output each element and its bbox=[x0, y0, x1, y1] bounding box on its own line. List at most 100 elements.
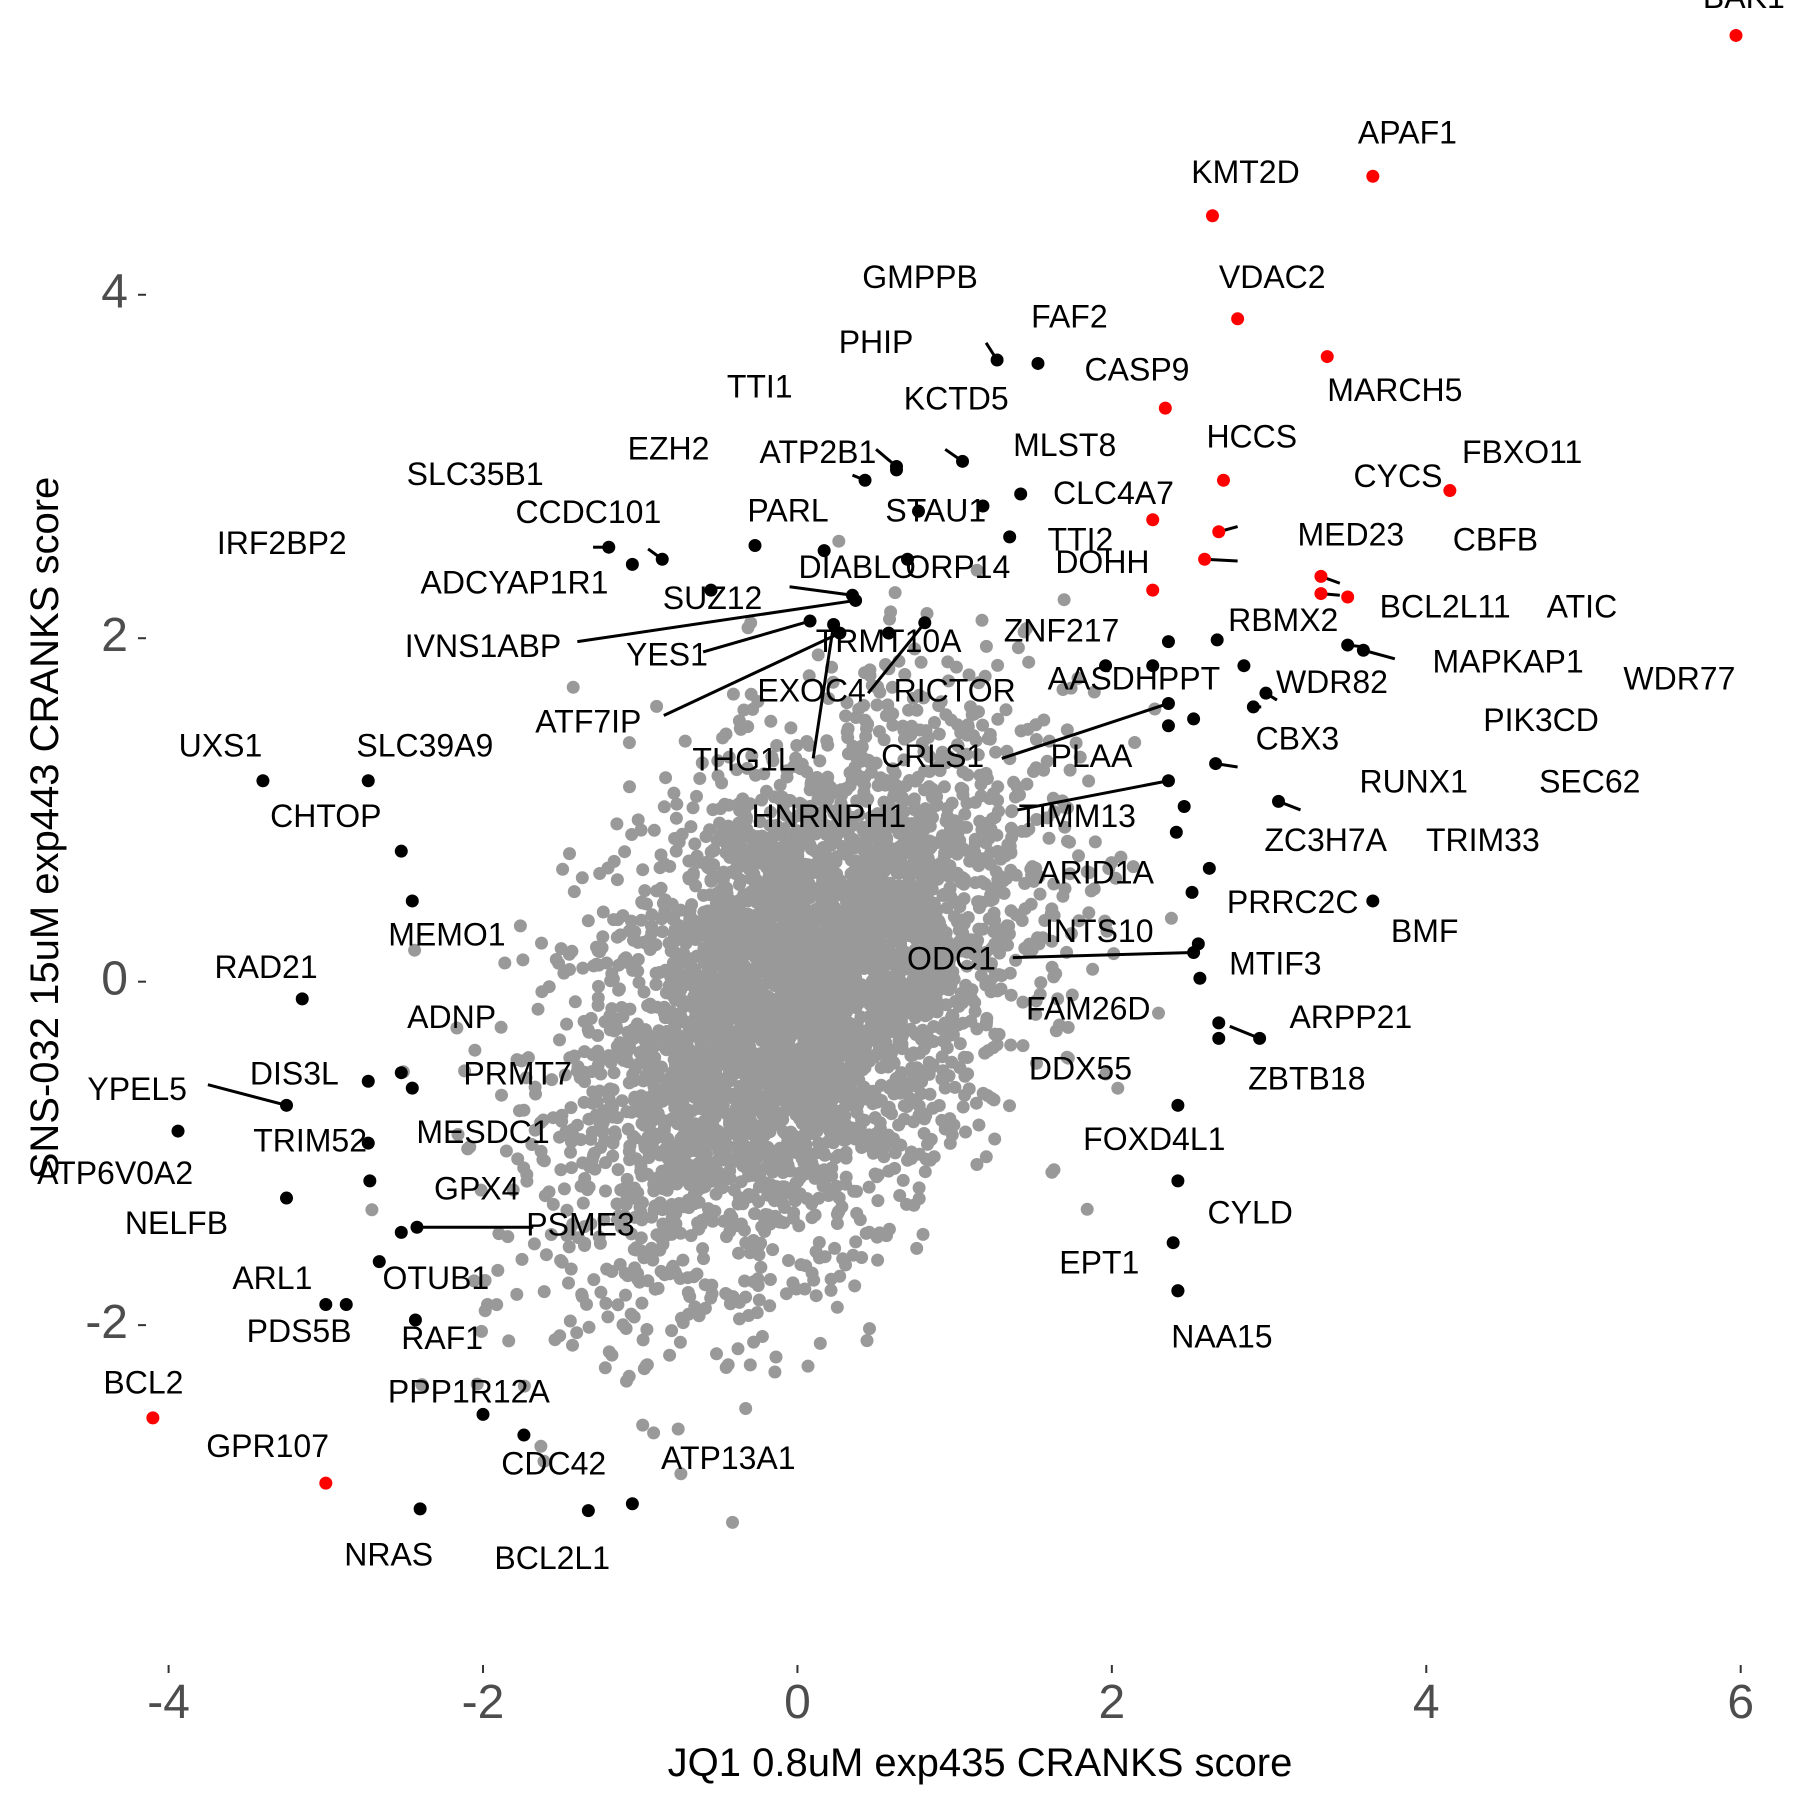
label-ezh2: EZH2 bbox=[628, 430, 710, 466]
background-point bbox=[898, 668, 912, 681]
background-point bbox=[686, 801, 700, 815]
label-ypel5: YPEL5 bbox=[87, 1071, 187, 1107]
background-point bbox=[726, 687, 740, 701]
background-point bbox=[560, 1017, 574, 1031]
point-ivns1abp bbox=[849, 593, 863, 607]
background-point bbox=[834, 1063, 848, 1077]
background-point bbox=[888, 1146, 902, 1160]
label-nelfb: NELFB bbox=[125, 1205, 228, 1241]
background-point bbox=[986, 812, 999, 826]
background-point bbox=[567, 885, 581, 899]
background-point bbox=[821, 1135, 835, 1148]
point-bak1 bbox=[1729, 28, 1743, 42]
background-point bbox=[968, 832, 982, 846]
x-tick-label: 2 bbox=[1099, 1676, 1126, 1729]
label-adcyap1r1: ADCYAP1R1 bbox=[421, 564, 609, 600]
point-gmppb bbox=[990, 353, 1004, 367]
background-point bbox=[991, 658, 1005, 672]
background-point bbox=[1109, 871, 1123, 885]
background-point bbox=[563, 847, 576, 861]
label-parl: PARL bbox=[747, 492, 828, 528]
background-point bbox=[570, 1118, 584, 1132]
background-point bbox=[724, 1108, 738, 1122]
background-point bbox=[788, 995, 802, 1009]
background-point bbox=[866, 1033, 880, 1047]
background-point bbox=[704, 873, 718, 887]
background-point bbox=[651, 1281, 665, 1295]
background-point bbox=[832, 534, 846, 548]
background-point bbox=[824, 1272, 838, 1286]
background-point bbox=[697, 1252, 710, 1266]
background-point bbox=[722, 750, 736, 764]
background-point bbox=[753, 915, 767, 929]
background-point bbox=[1002, 919, 1016, 933]
label-pds5b: PDS5B bbox=[247, 1313, 352, 1349]
point-irf2bp2 bbox=[602, 540, 616, 554]
background-point bbox=[710, 1347, 723, 1361]
background-point bbox=[692, 1309, 706, 1323]
background-point bbox=[668, 1057, 682, 1071]
label-cdc42: CDC42 bbox=[501, 1445, 606, 1481]
background-point bbox=[813, 754, 827, 768]
background-point bbox=[671, 970, 684, 984]
label-cbx3: CBX3 bbox=[1256, 721, 1340, 757]
background-point bbox=[871, 902, 885, 916]
point-rad21 bbox=[295, 992, 309, 1006]
background-point bbox=[544, 1228, 558, 1241]
background-point bbox=[968, 1005, 982, 1018]
background-point bbox=[721, 819, 735, 833]
background-point bbox=[918, 783, 931, 797]
background-point bbox=[516, 953, 530, 967]
background-point bbox=[896, 1173, 910, 1187]
background-point bbox=[805, 1266, 819, 1280]
background-point bbox=[594, 1285, 608, 1299]
background-point bbox=[725, 944, 739, 958]
background-point bbox=[669, 811, 683, 825]
background-point bbox=[779, 1287, 793, 1301]
background-point bbox=[978, 877, 992, 891]
background-point bbox=[810, 882, 824, 895]
label-diablo: DIABLO bbox=[798, 549, 915, 585]
background-point bbox=[687, 1270, 701, 1284]
background-point bbox=[620, 1105, 634, 1119]
background-point bbox=[555, 1255, 569, 1269]
label-mtif3: MTIF3 bbox=[1229, 946, 1321, 982]
background-point bbox=[905, 847, 919, 861]
background-point bbox=[787, 1050, 801, 1064]
background-point bbox=[848, 1279, 862, 1293]
background-point bbox=[475, 1324, 488, 1338]
background-point bbox=[520, 1174, 534, 1188]
point-kmt2d bbox=[1205, 209, 1219, 223]
background-point bbox=[865, 1017, 878, 1031]
background-point bbox=[886, 718, 900, 732]
point-uxs1 bbox=[256, 774, 270, 788]
background-point bbox=[539, 1248, 553, 1262]
background-point bbox=[763, 818, 777, 832]
background-point bbox=[784, 947, 797, 961]
background-point bbox=[892, 1039, 906, 1053]
background-point bbox=[537, 1285, 551, 1299]
background-point bbox=[907, 1115, 920, 1129]
background-point bbox=[653, 1148, 667, 1162]
background-point bbox=[959, 1125, 972, 1139]
background-point bbox=[716, 1181, 730, 1195]
background-point bbox=[1060, 723, 1074, 737]
background-point bbox=[606, 1149, 620, 1163]
label-memo1: MEMO1 bbox=[388, 916, 505, 952]
background-point bbox=[979, 1150, 993, 1164]
point-naa15 bbox=[1171, 1284, 1185, 1298]
background-point bbox=[873, 1116, 887, 1130]
background-point bbox=[566, 680, 580, 694]
point-cbx3 bbox=[1187, 712, 1201, 726]
point-ppp1r12a bbox=[476, 1407, 490, 1421]
background-point bbox=[1126, 860, 1140, 874]
background-point bbox=[885, 680, 899, 694]
background-point bbox=[871, 1253, 885, 1267]
background-point bbox=[623, 1153, 637, 1167]
background-point bbox=[683, 1144, 697, 1158]
background-point bbox=[510, 1287, 524, 1301]
point-slc39a9 bbox=[361, 774, 375, 788]
background-point bbox=[1088, 835, 1102, 849]
background-point bbox=[676, 1030, 690, 1044]
background-point bbox=[962, 1082, 976, 1096]
